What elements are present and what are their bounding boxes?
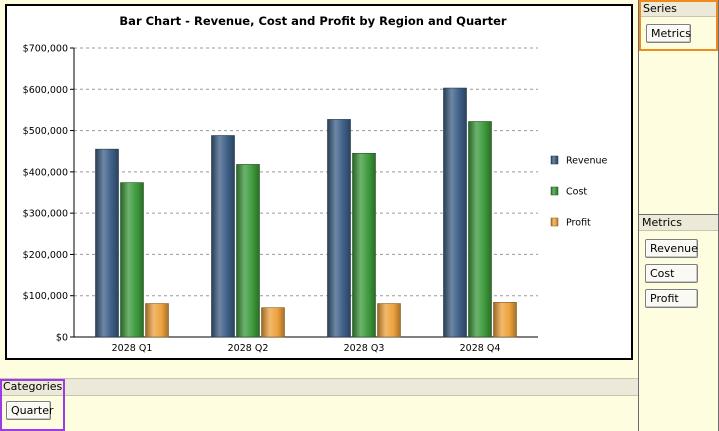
categories-drop-zone[interactable]: Categories Quarter: [0, 378, 638, 431]
axes: $0 $100,000 $200,000 $300,000 $400,000 $500,0…: [23, 44, 538, 354]
series-drop-zone[interactable]: Series Metrics: [639, 0, 718, 51]
legend-label-profit: Profit: [566, 218, 591, 229]
legend-swatch-revenue: [550, 155, 559, 165]
metrics-drop-zone[interactable]: Metrics Revenue Cost Profit: [639, 214, 718, 431]
series-header: Series: [641, 2, 716, 17]
x-tick-label: 2028 Q4: [460, 343, 501, 354]
metrics-item-profit[interactable]: Profit: [645, 289, 698, 308]
y-tick-label: $600,000: [23, 85, 68, 96]
categories-item-quarter[interactable]: Quarter: [6, 401, 54, 420]
chart-title: Bar Chart - Revenue, Cost and Profit by …: [119, 14, 506, 28]
chart-frame: Bar Chart - Revenue, Cost and Profit by …: [5, 4, 633, 360]
y-tick-label: $100,000: [23, 291, 68, 302]
y-tick-label: $500,000: [23, 126, 68, 137]
bars: [95, 87, 517, 338]
legend-label-revenue: Revenue: [566, 156, 608, 167]
bar-cost-3: [352, 152, 376, 338]
x-tick-label: 2028 Q3: [344, 343, 385, 354]
bar-cost-1: [120, 182, 144, 338]
y-tick-label: $700,000: [23, 44, 68, 55]
y-tick-label: $400,000: [23, 167, 68, 178]
bar-profit-2: [261, 307, 285, 338]
y-tick-label: $0: [56, 333, 68, 344]
chart-area: Bar Chart - Revenue, Cost and Profit by …: [5, 4, 633, 360]
metrics-item-cost[interactable]: Cost: [645, 264, 698, 283]
x-tick-label: 2028 Q2: [228, 343, 269, 354]
y-tick-label: $300,000: [23, 209, 68, 220]
bar-profit-1: [145, 303, 169, 338]
x-tick-label: 2028 Q1: [112, 343, 153, 354]
bar-chart: Bar Chart - Revenue, Cost and Profit by …: [23, 14, 608, 354]
legend-swatch-profit: [550, 217, 559, 227]
legend-label-cost: Cost: [566, 187, 587, 198]
legend-swatch-cost: [550, 186, 559, 196]
categories-header: Categories: [0, 379, 638, 396]
metrics-header: Metrics: [639, 215, 718, 231]
series-item-metrics[interactable]: Metrics: [646, 24, 691, 43]
bar-revenue-1: [95, 148, 119, 338]
legend: Revenue Cost Profit: [550, 155, 608, 229]
bar-profit-4: [493, 302, 517, 338]
bar-profit-3: [377, 303, 401, 338]
bar-revenue-4: [443, 87, 467, 338]
bar-revenue-2: [211, 135, 235, 338]
bar-cost-4: [468, 121, 492, 338]
bar-revenue-3: [327, 119, 351, 338]
right-panel: Series Metrics Metrics Revenue Cost Prof…: [638, 0, 719, 431]
metrics-item-revenue[interactable]: Revenue: [645, 239, 698, 258]
y-tick-label: $200,000: [23, 250, 68, 261]
bar-cost-2: [236, 164, 260, 338]
